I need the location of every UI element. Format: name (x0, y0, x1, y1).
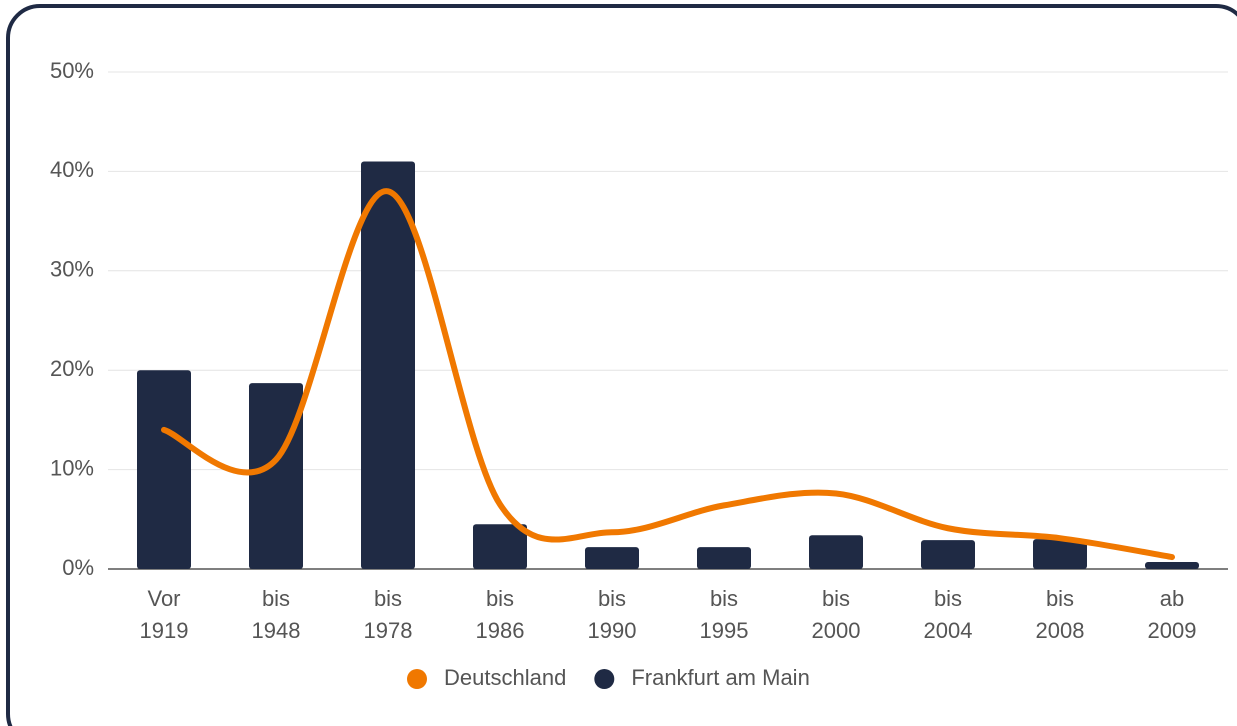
x-tick-label: bis (710, 586, 738, 611)
y-tick-label: 40% (50, 157, 94, 182)
x-tick-label: 1986 (476, 618, 525, 643)
x-tick-label: 1948 (252, 618, 301, 643)
legend-marker (407, 669, 427, 689)
x-tick-label: ab (1160, 586, 1184, 611)
x-tick-label: 2000 (812, 618, 861, 643)
y-tick-label: 0% (62, 555, 94, 580)
legend-label: Deutschland (444, 665, 566, 690)
x-tick-label: bis (822, 586, 850, 611)
bar (361, 161, 415, 569)
x-tick-label: 2009 (1148, 618, 1197, 643)
x-tick-label: 1978 (364, 618, 413, 643)
x-tick-label: bis (598, 586, 626, 611)
y-tick-label: 30% (50, 257, 94, 282)
line (161, 188, 1175, 561)
x-tick-label: 2004 (924, 618, 973, 643)
y-tick-label: 10% (50, 455, 94, 480)
bar (473, 524, 527, 569)
x-tick-label: bis (374, 586, 402, 611)
bar (249, 383, 303, 569)
x-tick-label: bis (486, 586, 514, 611)
x-tick-label: 1919 (140, 618, 189, 643)
legend-label: Frankfurt am Main (631, 665, 810, 690)
bar (809, 535, 863, 569)
bar (921, 540, 975, 569)
x-tick-label: 2008 (1036, 618, 1085, 643)
x-tick-label: bis (934, 586, 962, 611)
y-tick-label: 20% (50, 356, 94, 381)
legend-marker (594, 669, 615, 689)
x-tick-label: bis (1046, 586, 1074, 611)
bar (585, 547, 639, 569)
bar (1033, 539, 1087, 569)
x-tick-label: 1995 (700, 618, 749, 643)
bar (137, 370, 191, 569)
x-tick-label: Vor (147, 586, 180, 611)
bar (1145, 562, 1199, 569)
x-tick-label: 1990 (588, 618, 637, 643)
x-tick-label: bis (262, 586, 290, 611)
bar (697, 547, 751, 569)
y-tick-label: 50% (50, 58, 94, 83)
